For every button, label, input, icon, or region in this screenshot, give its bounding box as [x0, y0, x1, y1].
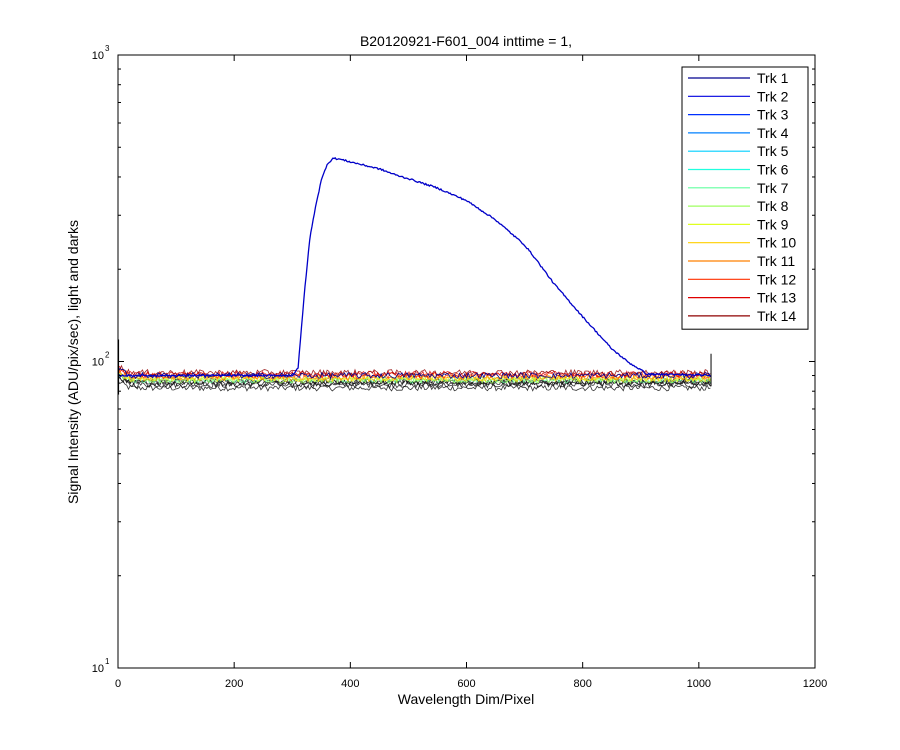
- legend-entry: Trk 4: [757, 125, 789, 141]
- legend: Trk 1 Trk 2 Trk 3 Trk 4 Trk 5 Trk 6 Trk 7 Trk 8…: [681, 66, 809, 330]
- legend-entry: Trk 13: [757, 290, 796, 306]
- legend-entry: Trk 11: [757, 253, 795, 269]
- x-tick-label: 1000: [687, 678, 711, 690]
- x-axis: 0 200 400 600 800 1000 1200: [115, 55, 827, 690]
- legend-entry: Trk 12: [757, 271, 796, 287]
- legend-entry: Trk 1: [757, 70, 789, 86]
- legend-box: [681, 66, 809, 330]
- series-layer: [117, 157, 712, 395]
- x-tick-label: 0: [115, 678, 121, 690]
- legend-entry: Trk 10: [757, 235, 796, 251]
- x-axis-label: Wavelength Dim/Pixel: [398, 691, 534, 707]
- x-tick-label: 800: [573, 678, 591, 690]
- chart-title: B20120921-F601_004 inttime = 1,: [360, 33, 572, 49]
- y-tick-exponent: 2: [105, 351, 110, 360]
- x-tick-label: 200: [225, 678, 243, 690]
- legend-entry: Trk 3: [757, 107, 789, 123]
- series-line-2: [117, 380, 711, 392]
- y-tick-exponent: 1: [105, 657, 110, 666]
- y-tick-label: 10: [92, 663, 104, 675]
- y-axis-label: Signal Intensity (ADU/pix/sec), light an…: [65, 220, 81, 504]
- trk1-signal-curve: [117, 157, 711, 378]
- legend-entry: Trk 14: [757, 308, 796, 324]
- legend-entry: Trk 2: [757, 88, 789, 104]
- legend-entry: Trk 7: [757, 180, 789, 196]
- y-tick-exponent: 3: [105, 44, 110, 53]
- legend-entry: Trk 5: [757, 143, 789, 159]
- y-tick-label: 10: [92, 357, 104, 369]
- legend-entry: Trk 8: [757, 198, 789, 214]
- y-tick-label: 10: [92, 50, 104, 62]
- x-tick-label: 1200: [803, 678, 827, 690]
- legend-entry: Trk 9: [757, 216, 789, 232]
- series-line-14: [117, 364, 711, 377]
- series-line-11: [117, 368, 711, 381]
- x-tick-label: 400: [341, 678, 359, 690]
- series-line-1: [117, 367, 711, 380]
- x-tick-label: 600: [457, 678, 475, 690]
- legend-entry: Trk 6: [757, 162, 789, 178]
